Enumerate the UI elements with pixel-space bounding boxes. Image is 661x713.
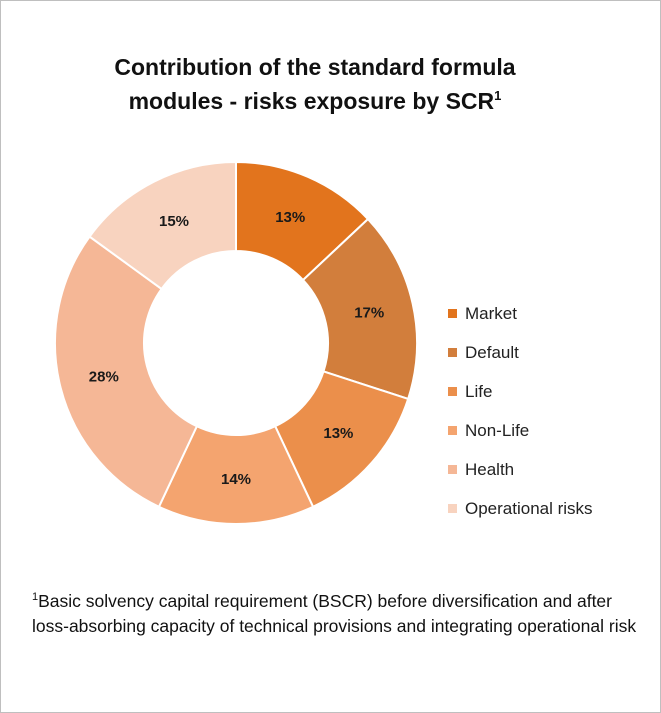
chart-title-superscript: 1	[494, 88, 502, 103]
legend-swatch-operational-risks	[448, 504, 457, 513]
legend-item-life: Life	[448, 372, 593, 411]
donut-slice-default	[301, 217, 418, 401]
chart-title-line-2: modules - risks exposure by SCR	[128, 88, 495, 114]
chart-legend: Market Default Life Non-Life Health Operation…	[448, 294, 593, 528]
data-label-operational-risks: 15%	[159, 213, 189, 230]
legend-label-non-life: Non-Life	[465, 420, 530, 440]
legend-item-health: Health	[448, 450, 593, 489]
legend-swatch-health	[448, 465, 457, 474]
legend-swatch-default	[448, 348, 457, 357]
legend-item-default: Default	[448, 333, 593, 372]
legend-label-life: Life	[465, 381, 493, 401]
legend-item-non-life: Non-Life	[448, 411, 593, 450]
legend-label-market: Market	[465, 303, 517, 323]
legend-label-health: Health	[465, 459, 515, 479]
legend-label-default: Default	[465, 342, 519, 362]
data-label-default: 17%	[354, 305, 384, 322]
footnote-text: Basic solvency capital requirement (BSCR…	[32, 591, 637, 636]
data-label-market: 13%	[275, 209, 305, 226]
footnote-marker: 1	[32, 591, 39, 603]
legend-label-operational-risks: Operational risks	[465, 498, 593, 518]
legend-item-operational-risks: Operational risks	[448, 489, 593, 528]
legend-item-market: Market	[448, 294, 593, 333]
donut-slice-health	[54, 235, 199, 509]
chart-title-line-1: Contribution of the standard formula	[114, 54, 516, 80]
legend-swatch-non-life	[448, 426, 457, 435]
donut-slice-operational-risks	[88, 160, 237, 291]
data-label-non-life: 14%	[221, 471, 251, 488]
footnote: 1Basic solvency capital requirement (BSC…	[32, 589, 642, 639]
legend-swatch-life	[448, 387, 457, 396]
chart-title: Contribution of the standard formula mod…	[30, 50, 600, 118]
legend-swatch-market	[448, 309, 457, 318]
data-label-health: 28%	[89, 368, 119, 385]
data-label-life: 13%	[323, 425, 353, 442]
